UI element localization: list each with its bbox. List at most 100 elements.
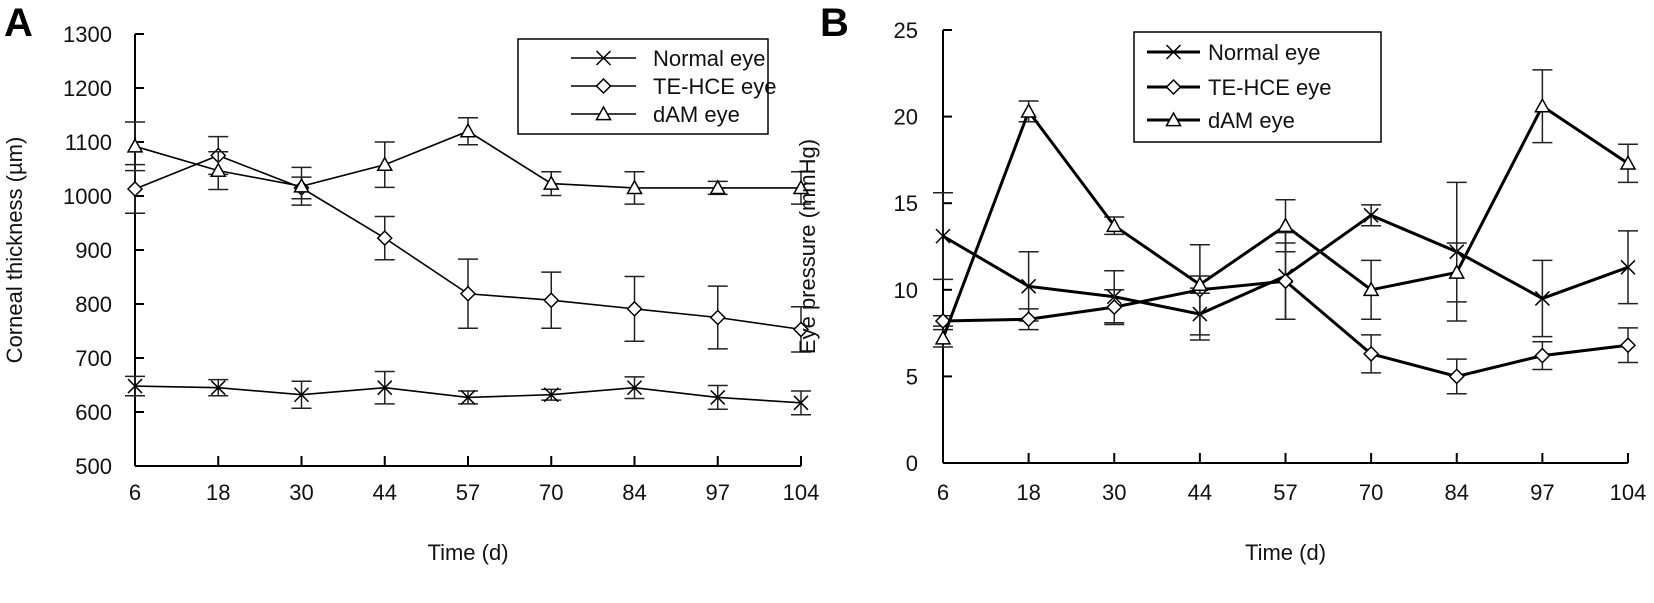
- y-tick-label: 700: [75, 346, 112, 371]
- x-tick-label: 97: [1530, 480, 1554, 505]
- x-tick-label: 104: [1610, 480, 1647, 505]
- data-point-marker-triangle: [1105, 217, 1123, 233]
- panel-b: B 0 5 10 15 20 25 6 18 30 44 57 70 84 97 104 Time (d) Ey…: [795, 1, 1646, 565]
- data-point-marker-diamond: [1619, 337, 1637, 354]
- y-axis-title: Eye pressure (mmHg): [795, 139, 820, 354]
- x-tick-label: 18: [206, 480, 230, 505]
- data-point-marker-diamond: [934, 312, 952, 330]
- data-point-marker-diamond: [126, 180, 144, 198]
- data-point-marker-triangle: [542, 175, 560, 190]
- plot-a: 500 600 700 800 900 1000 1100 1200 1300 6 18 30 44 57…: [2, 22, 819, 565]
- data-point-marker-diamond: [376, 230, 393, 247]
- data-point-marker-x: [543, 387, 559, 403]
- x-tick-label: 30: [1102, 480, 1126, 505]
- x-tick-label: 30: [289, 480, 313, 505]
- data-point-marker-triangle: [293, 177, 310, 193]
- legend: Normal eye TE-HCE eye dAM eye: [517, 38, 776, 135]
- legend-marker-diamond: [1165, 78, 1182, 96]
- x-tick-label: 70: [539, 480, 563, 505]
- data-point-marker-x: [293, 387, 310, 403]
- data-point-marker-diamond: [626, 300, 643, 317]
- x-tick-label: 44: [373, 480, 397, 505]
- data-point-marker-triangle: [126, 137, 144, 153]
- x-tick-label: 57: [456, 480, 480, 505]
- x-tick-label: 84: [622, 480, 646, 505]
- data-point-marker-x: [1620, 259, 1636, 275]
- data-point-marker-diamond: [1448, 368, 1465, 385]
- data-point-marker-triangle: [1020, 102, 1037, 118]
- panel-a: A 500 600 700 800 900 1000 1100 1200 1300 6 18 30 44…: [2, 1, 819, 565]
- series-dam-eye: [125, 116, 811, 206]
- data-point-marker-triangle: [1362, 281, 1380, 297]
- x-tick-label: 104: [783, 480, 820, 505]
- data-point-marker-triangle: [792, 179, 810, 195]
- data-point-marker-triangle: [1191, 276, 1209, 291]
- data-point-marker-diamond: [709, 309, 726, 326]
- y-tick-label: 600: [75, 400, 112, 425]
- data-point-marker-x: [1534, 290, 1550, 306]
- y-tick-label: 1300: [63, 22, 112, 47]
- data-point-marker-triangle: [209, 162, 227, 177]
- data-point-marker-x: [127, 378, 143, 394]
- legend-marker-triangle: [595, 105, 612, 121]
- x-tick-label: 44: [1188, 480, 1212, 505]
- data-point-marker-triangle: [376, 156, 394, 172]
- panel-letter-a: A: [4, 1, 33, 45]
- x-tick-label: 6: [937, 480, 949, 505]
- legend-marker-triangle: [1165, 111, 1182, 127]
- legend-marker-x: [595, 50, 612, 66]
- legend: Normal eye TE-HCE eye dAM eye: [1133, 31, 1382, 143]
- data-point-marker-diamond: [1363, 345, 1380, 362]
- data-point-marker-x: [1021, 278, 1037, 294]
- legend-marker-x: [1165, 44, 1182, 60]
- legend-label: Normal eye: [1208, 40, 1320, 65]
- data-point-marker-diamond: [1277, 273, 1294, 290]
- series-dam-eye: [933, 69, 1638, 348]
- series-te-hce-eye: [933, 242, 1638, 395]
- series-normal-eye: [125, 370, 811, 416]
- legend-label: TE-HCE eye: [653, 74, 776, 99]
- data-point-marker-diamond: [1020, 311, 1037, 328]
- x-tick-label: 6: [129, 480, 141, 505]
- y-tick-label: 900: [75, 238, 112, 263]
- y-tick-label: 1200: [63, 76, 112, 101]
- y-tick-label: 800: [75, 292, 112, 317]
- data-point-marker-triangle: [934, 329, 952, 345]
- data-point-marker-triangle: [1534, 97, 1551, 113]
- data-point-marker-diamond: [543, 292, 560, 309]
- x-tick-label: 18: [1016, 480, 1040, 505]
- legend-marker-diamond: [595, 77, 612, 95]
- x-tick-label: 70: [1359, 480, 1383, 505]
- data-point-marker-diamond: [459, 285, 477, 302]
- data-point-marker-triangle: [709, 179, 727, 195]
- data-point-marker-x: [935, 228, 951, 244]
- y-tick-label: 0: [906, 451, 918, 476]
- plot-b: 0 5 10 15 20 25 6 18 30 44 57 70 84 97 104 Time (d) Eye …: [795, 18, 1646, 565]
- y-tick-label: 1000: [63, 184, 112, 209]
- data-point-marker-x: [793, 395, 809, 411]
- data-point-marker-triangle: [459, 122, 477, 138]
- panel-letter-b: B: [820, 1, 849, 45]
- data-point-marker-x: [460, 389, 476, 405]
- y-axis-title: Corneal thickness (µm): [2, 137, 27, 364]
- series-te-hce-eye: [125, 135, 811, 353]
- x-tick-label: 84: [1445, 480, 1469, 505]
- data-point-marker-x: [710, 389, 726, 405]
- data-point-marker-triangle: [1619, 154, 1637, 170]
- x-tick-label: 57: [1273, 480, 1297, 505]
- data-point-marker-triangle: [1277, 217, 1294, 233]
- y-tick-label: 20: [894, 105, 918, 130]
- legend-label: TE-HCE eye: [1208, 75, 1331, 100]
- y-tick-label: 25: [894, 18, 918, 43]
- data-point-marker-triangle: [1448, 263, 1466, 279]
- data-point-marker-diamond: [1106, 299, 1123, 316]
- data-point-marker-x: [377, 380, 393, 396]
- x-axis-title: Time (d): [427, 540, 508, 565]
- data-point-marker-x: [210, 380, 226, 396]
- y-tick-label: 500: [75, 454, 112, 479]
- x-axis-title: Time (d): [1245, 540, 1326, 565]
- data-point-marker-x: [1363, 207, 1379, 223]
- legend-box: [517, 38, 769, 135]
- y-tick-label: 1100: [65, 130, 112, 155]
